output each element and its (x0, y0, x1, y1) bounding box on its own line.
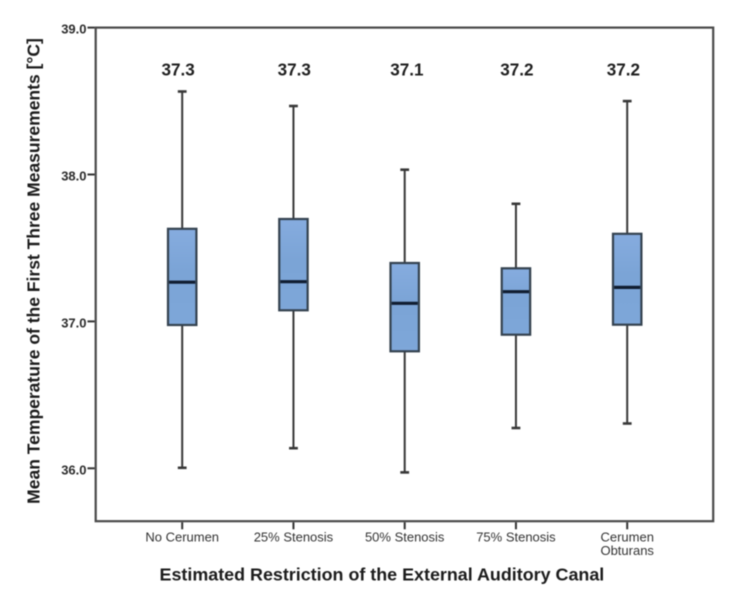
svg-text:Obturans: Obturans (600, 543, 654, 558)
svg-text:50% Stenosis: 50% Stenosis (365, 530, 445, 545)
svg-text:Mean Temperature of the First: Mean Temperature of the First Three Meas… (24, 38, 44, 504)
svg-text:37.2: 37.2 (500, 61, 533, 80)
svg-text:75% Stenosis: 75% Stenosis (476, 530, 556, 545)
svg-text:37.0: 37.0 (61, 316, 86, 331)
svg-text:37.3: 37.3 (278, 61, 311, 80)
svg-text:37.1: 37.1 (390, 61, 424, 80)
svg-text:Cerumen: Cerumen (600, 530, 653, 545)
svg-text:36.0: 36.0 (61, 463, 86, 478)
svg-text:37.2: 37.2 (607, 61, 640, 80)
svg-text:37.3: 37.3 (162, 61, 195, 80)
svg-text:25% Stenosis: 25% Stenosis (254, 530, 334, 545)
svg-text:39.0: 39.0 (61, 22, 86, 37)
svg-text:38.0: 38.0 (61, 169, 86, 184)
svg-text:No Cerumen: No Cerumen (145, 530, 219, 545)
svg-text:Estimated Restriction of the E: Estimated Restriction of the External Au… (160, 565, 605, 585)
